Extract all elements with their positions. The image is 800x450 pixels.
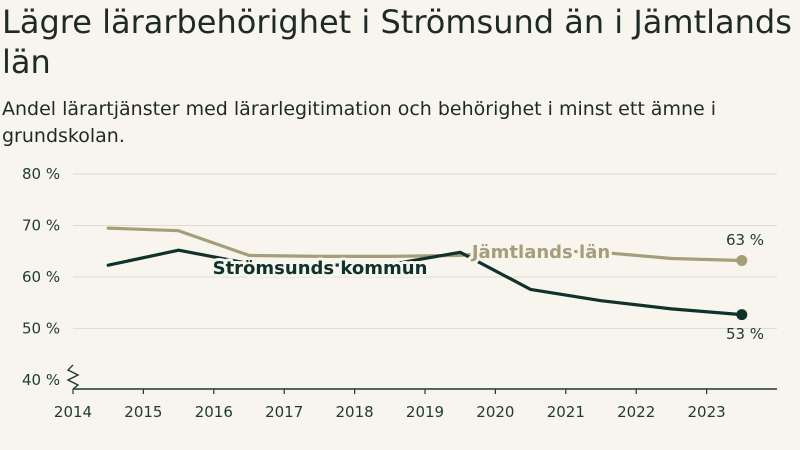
series-label-1: Strömsunds kommun <box>213 258 428 279</box>
x-tick-label: 2018 <box>336 403 374 421</box>
y-tick-label: 80 % <box>22 165 60 183</box>
y-tick-label: 70 % <box>22 217 60 235</box>
axis-break-mark <box>66 364 80 390</box>
x-tick-label: 2021 <box>547 403 585 421</box>
end-value-label-0: 63 % <box>726 231 764 249</box>
series-line-1 <box>106 248 744 317</box>
series-endpoint-0 <box>736 255 748 267</box>
series-label-0: Jämtlands län <box>470 242 610 263</box>
x-tick-label: 2022 <box>617 403 655 421</box>
x-tick-label: 2017 <box>265 403 303 421</box>
x-tick-label: 2016 <box>195 403 233 421</box>
chart-title: Lägre lärarbehörighet i Strömsund än i J… <box>2 3 792 81</box>
y-tick-label: 60 % <box>22 268 60 286</box>
x-tick-label: 2019 <box>406 403 444 421</box>
x-tick-label: 2014 <box>54 403 92 421</box>
x-tick-label: 2015 <box>124 403 162 421</box>
x-tick-label: 2020 <box>476 403 514 421</box>
y-tick-label: 40 % <box>22 371 60 389</box>
series-line-0 <box>106 226 744 263</box>
end-value-label-1: 53 % <box>726 325 764 343</box>
x-tick-label: 2023 <box>688 403 726 421</box>
chart-subtitle: Andel lärartjänster med lärarlegitimatio… <box>2 98 717 147</box>
series-endpoint-1 <box>736 309 748 321</box>
y-tick-label: 50 % <box>22 320 60 338</box>
